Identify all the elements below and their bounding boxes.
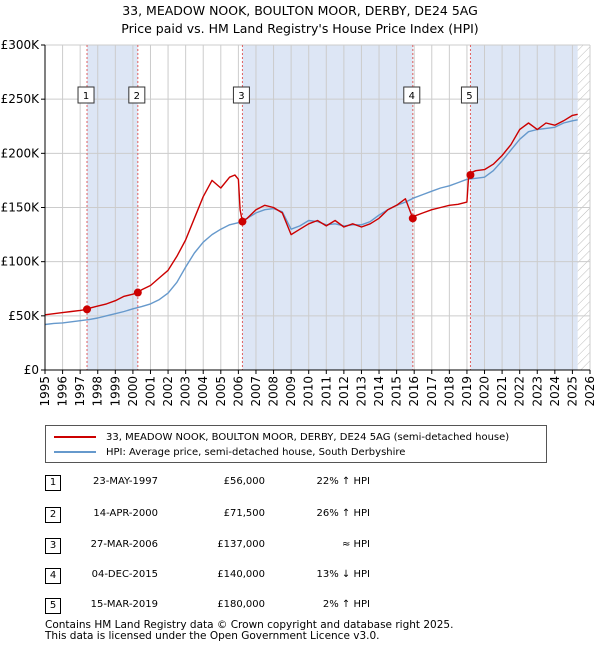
x-tick-label: 2000 bbox=[126, 376, 140, 407]
x-tick-label: 2010 bbox=[302, 376, 316, 407]
x-tick-label: 2023 bbox=[530, 376, 544, 407]
x-tick-label: 2024 bbox=[548, 376, 562, 407]
y-tick-label: £200K bbox=[1, 146, 41, 160]
sale-date: 15-MAR-2019 bbox=[90, 599, 158, 610]
x-tick-label: 2009 bbox=[284, 376, 298, 407]
x-tick-label: 2016 bbox=[407, 376, 421, 407]
x-tick-label: 2002 bbox=[161, 376, 175, 407]
table-row: 5 15-MAR-2019 £180,000 2% ↑ HPI bbox=[0, 598, 600, 618]
sale-marker-label: 1 bbox=[83, 91, 89, 102]
y-tick-label: £250K bbox=[1, 92, 41, 106]
x-tick-label: 2011 bbox=[319, 376, 333, 407]
sale-date: 04-DEC-2015 bbox=[91, 569, 158, 580]
x-tick-label: 2018 bbox=[442, 376, 456, 407]
x-tick-label: 2015 bbox=[390, 376, 404, 407]
sale-hpi-comparison: 2% ↑ HPI bbox=[322, 599, 370, 610]
x-tick-label: 2014 bbox=[372, 376, 386, 407]
sale-date: 14-APR-2000 bbox=[93, 508, 158, 519]
y-tick-label: £50K bbox=[8, 309, 40, 323]
footer-line-2: This data is licensed under the Open Gov… bbox=[45, 630, 380, 642]
footer-line-1: Contains HM Land Registry data © Crown c… bbox=[45, 619, 454, 631]
x-tick-label: 2006 bbox=[231, 376, 245, 407]
sale-hpi-comparison: 26% ↑ HPI bbox=[316, 508, 370, 519]
y-tick-label: £100K bbox=[1, 255, 41, 269]
table-row: 1 23-MAY-1997 £56,000 22% ↑ HPI bbox=[0, 475, 600, 495]
sale-marker-label: 3 bbox=[238, 91, 244, 102]
sale-marker-box bbox=[77, 86, 95, 104]
sale-points bbox=[83, 171, 475, 314]
x-tick-label: 2007 bbox=[249, 376, 263, 407]
x-tick-label: 1998 bbox=[91, 376, 105, 407]
series-line-hpi bbox=[44, 119, 578, 326]
x-tick-label: 2013 bbox=[354, 376, 368, 407]
x-tick-label: 2005 bbox=[214, 376, 228, 407]
x-tick-label: 2017 bbox=[425, 376, 439, 407]
x-tick-label: 2020 bbox=[478, 376, 492, 407]
sale-marker-box bbox=[403, 86, 421, 104]
x-tick-label: 1995 bbox=[38, 376, 52, 407]
sale-point bbox=[133, 288, 142, 297]
x-tick-label: 2012 bbox=[337, 376, 351, 407]
sale-marker-label: 4 bbox=[409, 91, 415, 102]
sale-price: £56,000 bbox=[223, 476, 265, 487]
legend-swatch-property bbox=[54, 436, 96, 438]
sale-hpi-comparison: 13% ↓ HPI bbox=[316, 569, 370, 580]
x-tick-label: 2019 bbox=[460, 376, 474, 407]
y-tick-label: £300K bbox=[1, 38, 41, 52]
sale-number-badge: 1 bbox=[45, 475, 61, 491]
x-tick-label: 2021 bbox=[495, 376, 509, 407]
chart-title-line-2: Price paid vs. HM Land Registry's House … bbox=[121, 21, 479, 36]
legend-item-hpi: HPI: Average price, semi-detached house,… bbox=[54, 445, 405, 459]
sale-point bbox=[83, 305, 92, 314]
chart-title: 33, MEADOW NOOK, BOULTON MOOR, DERBY, DE… bbox=[0, 2, 600, 38]
x-tick-label: 2022 bbox=[513, 376, 527, 407]
y-tick-label: £0 bbox=[24, 363, 39, 377]
sale-price: £137,000 bbox=[217, 539, 265, 550]
legend-label-property: 33, MEADOW NOOK, BOULTON MOOR, DERBY, DE… bbox=[106, 431, 510, 443]
sale-number-badge: 5 bbox=[45, 598, 61, 614]
sale-number-badge: 2 bbox=[45, 507, 61, 523]
sale-point bbox=[408, 214, 417, 223]
footer-attribution: Contains HM Land Registry data © Crown c… bbox=[45, 620, 453, 642]
sale-marker-label: 5 bbox=[466, 91, 472, 102]
sale-marker-label: 2 bbox=[134, 91, 140, 102]
x-tick-label: 2003 bbox=[179, 376, 193, 407]
sale-marker-box bbox=[232, 86, 250, 104]
x-tick-label: 1997 bbox=[73, 376, 87, 407]
y-tick-label: £150K bbox=[1, 201, 41, 215]
x-tick-label: 2026 bbox=[583, 376, 597, 407]
x-tick-label: 2008 bbox=[267, 376, 281, 407]
sale-number-badge: 4 bbox=[45, 568, 61, 584]
chart-title-line-1: 33, MEADOW NOOK, BOULTON MOOR, DERBY, DE… bbox=[122, 3, 478, 18]
x-tick-label: 2025 bbox=[565, 376, 579, 407]
sale-number-badge: 3 bbox=[45, 538, 61, 554]
x-tick-label: 2001 bbox=[143, 376, 157, 407]
table-row: 3 27-MAR-2006 £137,000 ≈ HPI bbox=[0, 538, 600, 558]
table-row: 4 04-DEC-2015 £140,000 13% ↓ HPI bbox=[0, 568, 600, 588]
sale-markers: 1 2 3 4 5 bbox=[77, 86, 478, 104]
sale-hpi-comparison: ≈ HPI bbox=[341, 539, 370, 550]
sale-marker-box bbox=[460, 86, 478, 104]
legend-label-hpi: HPI: Average price, semi-detached house,… bbox=[106, 446, 406, 458]
sale-price: £140,000 bbox=[217, 569, 265, 580]
sale-price: £180,000 bbox=[217, 599, 265, 610]
sale-date: 23-MAY-1997 bbox=[92, 476, 158, 487]
sale-date: 27-MAR-2006 bbox=[90, 539, 158, 550]
sale-marker-box bbox=[128, 86, 146, 104]
x-tick-label: 1999 bbox=[108, 376, 122, 407]
sale-point bbox=[466, 171, 475, 179]
legend-item-property: 33, MEADOW NOOK, BOULTON MOOR, DERBY, DE… bbox=[54, 430, 509, 444]
legend-swatch-hpi bbox=[54, 451, 96, 453]
sale-hpi-comparison: 22% ↑ HPI bbox=[316, 476, 370, 487]
table-row: 2 14-APR-2000 £71,500 26% ↑ HPI bbox=[0, 507, 600, 527]
x-tick-label: 1996 bbox=[56, 376, 70, 407]
chart-legend: 33, MEADOW NOOK, BOULTON MOOR, DERBY, DE… bbox=[45, 425, 547, 463]
sale-point bbox=[238, 217, 247, 226]
x-tick-label: 2004 bbox=[196, 376, 210, 407]
sale-price: £71,500 bbox=[223, 508, 265, 519]
